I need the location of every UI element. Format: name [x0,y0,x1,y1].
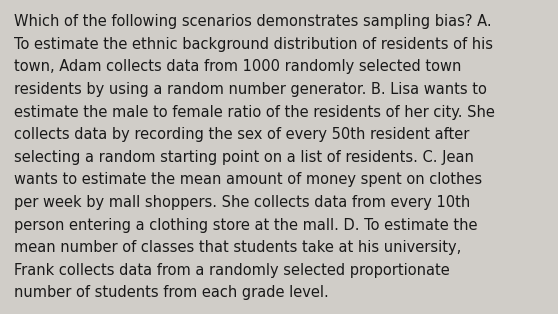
Text: collects data by recording the sex of every 50th resident after: collects data by recording the sex of ev… [14,127,469,142]
Text: estimate the male to female ratio of the residents of her city. She: estimate the male to female ratio of the… [14,105,495,120]
Text: Frank collects data from a randomly selected proportionate: Frank collects data from a randomly sele… [14,263,450,278]
Text: Which of the following scenarios demonstrates sampling bias? A.: Which of the following scenarios demonst… [14,14,492,29]
Text: residents by using a random number generator. B. Lisa wants to: residents by using a random number gener… [14,82,487,97]
Text: person entering a clothing store at the mall. D. To estimate the: person entering a clothing store at the … [14,218,478,233]
Text: To estimate the ethnic background distribution of residents of his: To estimate the ethnic background distri… [14,37,493,52]
Text: mean number of classes that students take at his university,: mean number of classes that students tak… [14,240,461,255]
Text: selecting a random starting point on a list of residents. C. Jean: selecting a random starting point on a l… [14,150,474,165]
Text: wants to estimate the mean amount of money spent on clothes: wants to estimate the mean amount of mon… [14,172,482,187]
Text: town, Adam collects data from 1000 randomly selected town: town, Adam collects data from 1000 rando… [14,59,461,74]
Text: per week by mall shoppers. She collects data from every 10th: per week by mall shoppers. She collects … [14,195,470,210]
Text: number of students from each grade level.: number of students from each grade level… [14,285,329,300]
